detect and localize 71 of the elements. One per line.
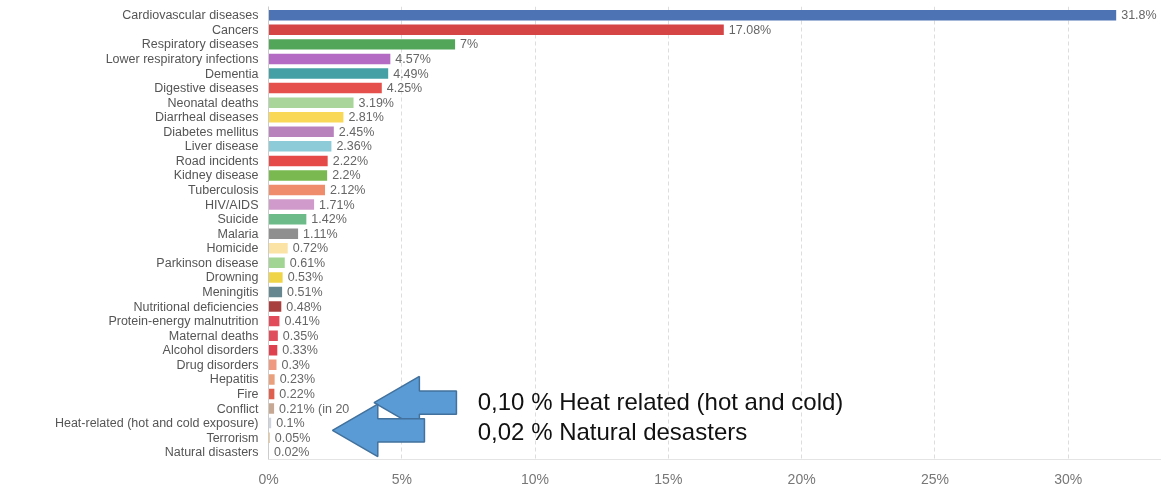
y-tick-label: Lower respiratory infections [105,51,259,66]
data-label: 1.11% [303,226,338,241]
y-tick-label: Neonatal deaths [167,95,259,110]
y-tick-label: Terrorism [206,430,259,445]
data-label: 0.61% [289,255,326,270]
data-label: 4.57% [395,51,431,66]
y-tick-label: Road incidents [175,153,259,168]
x-tick-label: 5% [391,470,412,487]
y-tick-label: Meningitis [202,284,259,299]
y-tick-label: Respiratory diseases [141,37,259,52]
x-tick-label: 30% [1054,470,1083,487]
x-tick-label: 20% [787,470,816,487]
data-label: 4.25% [386,81,423,96]
data-label: 2.12% [330,183,366,198]
data-label: 0.51% [287,284,323,299]
data-label: 0.21% (in 20 [279,401,350,416]
data-label: 4.49% [393,66,429,81]
y-tick-label: Hepatitis [209,372,259,387]
data-label: 0.23% [279,372,316,387]
data-label: 0.22% [279,386,315,401]
annotation: 0,10 % Heat related (hot and cold) [477,387,844,415]
data-label: 1.71% [319,197,355,212]
y-tick-label: Homicide [206,241,259,256]
data-label: 3.19% [358,95,394,110]
y-tick-label: Alcohol disorders [162,343,259,358]
data-label: 2.81% [348,110,384,125]
data-label: 1.42% [311,212,347,227]
y-tick-label: Diabetes mellitus [163,124,259,139]
x-tick-label: 0% [258,470,279,487]
y-tick-label: Fire [236,386,259,401]
y-tick-label: Kidney disease [173,168,259,183]
data-label: 0.53% [287,270,324,285]
data-label: 0.72% [292,241,329,256]
x-tick-label: 15% [654,470,683,487]
y-tick-label: Protein-energy malnutrition [108,314,259,329]
data-label: 2.45% [338,124,375,139]
data-label: 0.3% [281,357,310,372]
y-tick-label: Drug disorders [176,357,259,372]
y-tick-label: Digestive diseases [154,81,259,96]
y-tick-label: Liver disease [184,139,259,154]
y-tick-label: Malaria [217,226,259,241]
data-label: 2.2% [332,168,361,183]
data-label: 0.05% [274,430,311,445]
data-label: 0.35% [282,328,319,343]
data-label: 0.1% [276,416,305,431]
data-label: 2.22% [332,153,369,168]
y-tick-label: Tuberculosis [188,183,259,198]
y-tick-label: HIV/AIDS [205,197,259,212]
data-label: 7% [460,37,479,52]
y-tick-label: Nutritional deficiencies [133,299,259,314]
x-tick-label: 10% [521,470,550,487]
y-tick-label: Suicide [217,212,259,227]
data-label: 0.48% [286,299,322,314]
y-tick-label: Parkinson disease [156,255,259,270]
data-label: 31.8% [1121,8,1157,23]
y-tick-label: Heat-related (hot and cold exposure) [54,416,259,431]
y-tick-label: Maternal deaths [168,328,259,343]
y-tick-label: Conflict [216,401,260,416]
x-tick-label: 25% [920,470,949,487]
y-tick-label: Cancers [211,22,259,37]
y-tick-label: Drowning [205,270,259,285]
data-label: 0.33% [282,343,318,358]
y-tick-label: Diarrheal diseases [154,110,259,125]
data-label: 17.08% [728,22,772,37]
data-label: 0.41% [284,314,320,329]
y-tick-label: Dementia [205,66,259,81]
y-tick-label: Cardiovascular diseases [122,8,259,23]
data-label: 2.36% [336,139,372,154]
data-label: 0.02% [274,445,310,460]
annotation: 0,02 % Natural desasters [477,418,748,446]
y-tick-label: Natural disasters [164,445,259,460]
